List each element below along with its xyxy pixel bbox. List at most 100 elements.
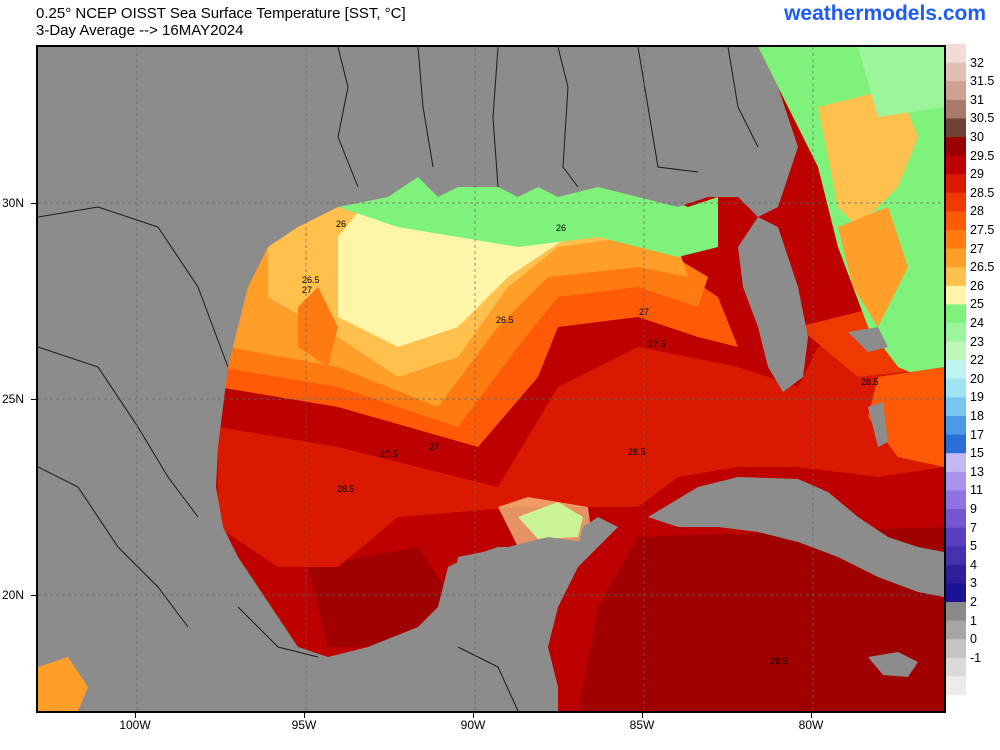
colorbar-label: 15 bbox=[970, 446, 984, 461]
colorbar-label: 22 bbox=[970, 353, 984, 368]
colorbar-swatch bbox=[946, 360, 966, 380]
colorbar-swatch bbox=[946, 602, 966, 622]
colorbar-swatch bbox=[946, 490, 966, 510]
tick-mark bbox=[304, 713, 305, 718]
colorbar-label: 0 bbox=[970, 632, 977, 647]
colorbar-swatch bbox=[946, 546, 966, 566]
colorbar-swatch bbox=[946, 230, 966, 250]
title-line-1: 0.25° NCEP OISST Sea Surface Temperature… bbox=[36, 5, 406, 22]
colorbar-swatch bbox=[946, 583, 966, 603]
lat-tick-label: 25N bbox=[2, 392, 25, 406]
brand-link[interactable]: weathermodels.com bbox=[784, 2, 986, 25]
contour-label: 29.5 bbox=[770, 656, 788, 666]
lon-tick-label: 80W bbox=[798, 718, 824, 732]
contour-label: 27 bbox=[429, 442, 439, 452]
colorbar-label: 31 bbox=[970, 92, 984, 107]
colorbar-label: 27 bbox=[970, 241, 984, 256]
colorbar-label: 26.5 bbox=[970, 260, 995, 275]
colorbar-label: 30.5 bbox=[970, 111, 995, 126]
colorbar-label: 9 bbox=[970, 502, 977, 516]
colorbar-swatch bbox=[946, 471, 966, 491]
colorbar-label: -1 bbox=[970, 650, 982, 665]
colorbar-swatch bbox=[946, 211, 966, 231]
contour-label: 27.5 bbox=[648, 339, 666, 349]
colorbar-label: 28 bbox=[970, 204, 984, 219]
contour-label: 28.5 bbox=[628, 447, 646, 457]
colorbar-swatch bbox=[946, 453, 966, 473]
colorbar-swatch bbox=[946, 118, 966, 138]
lon-tick-label: 85W bbox=[629, 718, 655, 732]
colorbar-swatch bbox=[946, 397, 966, 417]
colorbar-swatch bbox=[946, 81, 966, 101]
colorbar-label: 27.5 bbox=[970, 223, 995, 237]
sst-map: 26 26 26.5 27 26.5 27 27.5 28.5 27.5 27 28.5 28.5 29… bbox=[36, 45, 946, 713]
colorbar-label: 4 bbox=[970, 557, 977, 572]
colorbar-swatch bbox=[946, 304, 966, 324]
colorbar-label: 20 bbox=[970, 371, 984, 386]
colorbar-label: 28.5 bbox=[970, 185, 995, 200]
contour-label: 27 bbox=[639, 307, 649, 317]
contour-label: 27.5 bbox=[380, 449, 398, 459]
tick-mark bbox=[811, 713, 812, 718]
lon-tick-label: 95W bbox=[291, 718, 317, 732]
colorbar-label: 5 bbox=[970, 539, 977, 554]
colorbar-swatch bbox=[946, 44, 966, 64]
colorbar-label: 19 bbox=[970, 390, 984, 405]
colorbar bbox=[946, 44, 966, 695]
colorbar-swatch bbox=[946, 285, 966, 305]
colorbar-label: 1 bbox=[970, 613, 977, 628]
contour-label: 26.5 bbox=[302, 275, 320, 285]
map-title: 0.25° NCEP OISST Sea Surface Temperature… bbox=[36, 5, 406, 39]
colorbar-swatch bbox=[946, 657, 966, 677]
lat-tick-label: 30N bbox=[2, 196, 25, 210]
colorbar-label: 30 bbox=[970, 130, 984, 144]
lon-tick-label: 100W bbox=[119, 718, 151, 732]
colorbar-swatch bbox=[946, 155, 966, 175]
colorbar-swatch bbox=[946, 99, 966, 119]
colorbar-label: 29.5 bbox=[970, 148, 995, 163]
colorbar-swatch bbox=[946, 248, 966, 268]
title-line-2: 3-Day Average --> 16MAY2024 bbox=[36, 22, 244, 39]
tick-mark bbox=[31, 399, 36, 400]
colorbar-label: 3 bbox=[970, 576, 977, 591]
colorbar-label: 18 bbox=[970, 409, 984, 423]
colorbar-swatch bbox=[946, 137, 966, 157]
colorbar-label: 31.5 bbox=[970, 74, 995, 89]
lon-tick-label: 90W bbox=[460, 718, 486, 732]
colorbar-label: 25 bbox=[970, 297, 984, 312]
colorbar-label: 11 bbox=[970, 483, 983, 498]
contour-label: 27 bbox=[302, 285, 312, 295]
colorbar-swatch bbox=[946, 620, 966, 640]
tick-mark bbox=[31, 595, 36, 596]
colorbar-swatch bbox=[946, 639, 966, 659]
colorbar-swatch bbox=[946, 509, 966, 529]
contour-label: 26 bbox=[336, 219, 346, 229]
contour-label: 28.5 bbox=[861, 377, 879, 387]
contour-label: 26 bbox=[556, 223, 566, 233]
colorbar-label: 7 bbox=[970, 520, 977, 535]
tick-mark bbox=[135, 713, 136, 718]
colorbar-label: 23 bbox=[970, 334, 984, 349]
colorbar-swatch bbox=[946, 267, 966, 287]
colorbar-swatch bbox=[946, 341, 966, 361]
colorbar-swatch bbox=[946, 174, 966, 194]
colorbar-label: 24 bbox=[970, 316, 984, 330]
colorbar-swatch bbox=[946, 378, 966, 398]
colorbar-swatch bbox=[946, 323, 966, 343]
colorbar-swatch bbox=[946, 564, 966, 584]
colorbar-swatch bbox=[946, 676, 966, 695]
contour-label: 28.5 bbox=[337, 484, 355, 494]
tick-mark bbox=[473, 713, 474, 718]
colorbar-label: 17 bbox=[970, 427, 984, 442]
colorbar-swatch bbox=[946, 62, 966, 82]
colorbar-swatch bbox=[946, 434, 966, 454]
colorbar-swatch bbox=[946, 416, 966, 436]
colorbar-label: 2 bbox=[970, 595, 977, 609]
colorbar-label: 32 bbox=[970, 55, 984, 70]
colorbar-swatch bbox=[946, 527, 966, 547]
tick-mark bbox=[31, 203, 36, 204]
contour-label: 26.5 bbox=[496, 315, 514, 325]
colorbar-label: 13 bbox=[970, 464, 984, 479]
lat-tick-label: 20N bbox=[2, 588, 25, 602]
tick-mark bbox=[642, 713, 643, 718]
